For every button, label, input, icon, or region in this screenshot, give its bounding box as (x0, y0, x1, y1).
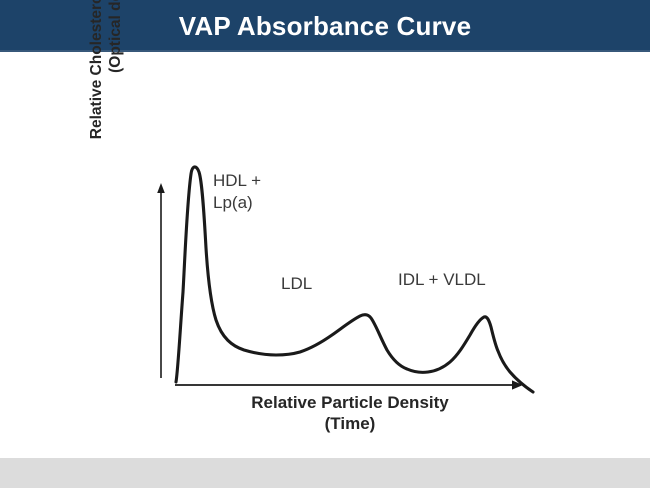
slide-header-banner: VAP Absorbance Curve (0, 0, 650, 52)
annotation-idl-vldl: IDL + VLDL (398, 269, 486, 291)
page-title: VAP Absorbance Curve (178, 11, 472, 41)
absorbance-curve (174, 165, 535, 394)
annotation-ldl: LDL (281, 273, 312, 295)
vap-absorbance-chart: Relative Cholesterol Concentration (Opti… (0, 0, 650, 458)
annotation-hdl-line1: HDL + (213, 171, 262, 190)
annotation-hdl-lpa: HDL + Lp(a) (213, 170, 261, 214)
x-axis-label-line1: Relative Particle Density (251, 393, 449, 412)
annotation-ldl-text: LDL (281, 274, 313, 293)
plot-canvas (157, 165, 535, 394)
y-axis (157, 183, 165, 378)
slide-body: Relative Cholesterol Concentration (Opti… (0, 0, 650, 458)
slide-footer-band (0, 458, 650, 488)
x-axis (175, 380, 523, 390)
x-axis-label-line2: (Time) (324, 414, 376, 434)
annotation-hdl-line2: Lp(a) (213, 193, 253, 213)
x-axis-label: Relative Particle Density (Time) (175, 392, 525, 435)
annotation-idl-vldl-text: IDL + VLDL (398, 270, 486, 289)
